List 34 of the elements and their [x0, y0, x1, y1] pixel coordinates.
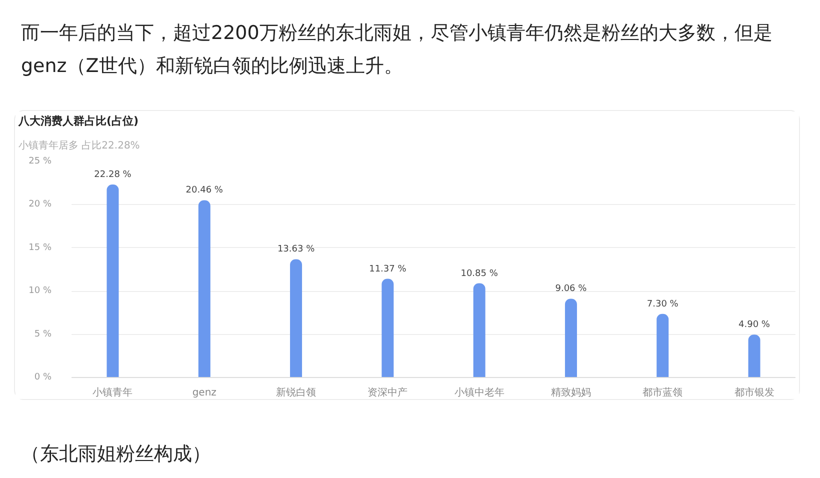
- bar: [198, 200, 210, 378]
- bar: [473, 283, 486, 378]
- bar: [382, 278, 394, 378]
- bar: [564, 298, 577, 378]
- bar: [106, 184, 119, 378]
- data-label: 22.28 %: [94, 170, 132, 180]
- text: （东北雨姐粉丝构成）: [21, 442, 211, 467]
- x-tick-label: 资深中产: [368, 386, 408, 398]
- data-label: 20.46 %: [186, 186, 224, 196]
- y-tick-label: 20 %: [28, 200, 52, 210]
- bar: [656, 314, 669, 378]
- y-tick-label: 0 %: [34, 372, 52, 382]
- chart-subtitle: 小镇青年居多 占比22.28%: [18, 140, 140, 152]
- y-tick-label: 25 %: [28, 156, 52, 166]
- y-tick-label: 15 %: [28, 242, 52, 253]
- x-tick-label: genz: [192, 388, 216, 398]
- x-tick-label: 小镇青年: [92, 386, 133, 398]
- text: 而一年后的当下，超过2200万粉丝的东北雨姐，尽管小镇青年仍然是粉丝的大多数，但是genz（Z世代）和新锐白领的比例迅速上升。: [21, 21, 774, 79]
- data-label: 10.85 %: [460, 268, 498, 279]
- x-tick-label: 都市银发: [734, 386, 774, 398]
- data-label: 7.30 %: [646, 299, 679, 310]
- x-tick-label: 新锐白领: [276, 386, 316, 398]
- data-label: 13.63 %: [277, 244, 316, 255]
- data-label: 9.06 %: [555, 284, 588, 294]
- bar: [748, 334, 760, 378]
- data-label: 4.90 %: [738, 320, 770, 330]
- y-tick-label: 10 %: [28, 286, 52, 296]
- x-tick-label: 都市蓝领: [642, 386, 683, 398]
- bar: [290, 259, 302, 378]
- x-tick-label: 小镇中老年: [454, 386, 504, 398]
- y-tick-label: 5 %: [34, 329, 52, 340]
- x-tick-label: 精致妈妈: [550, 386, 591, 398]
- chart-title: 八大消费人群占比(占位): [18, 114, 139, 128]
- data-label: 11.37 %: [369, 264, 407, 274]
